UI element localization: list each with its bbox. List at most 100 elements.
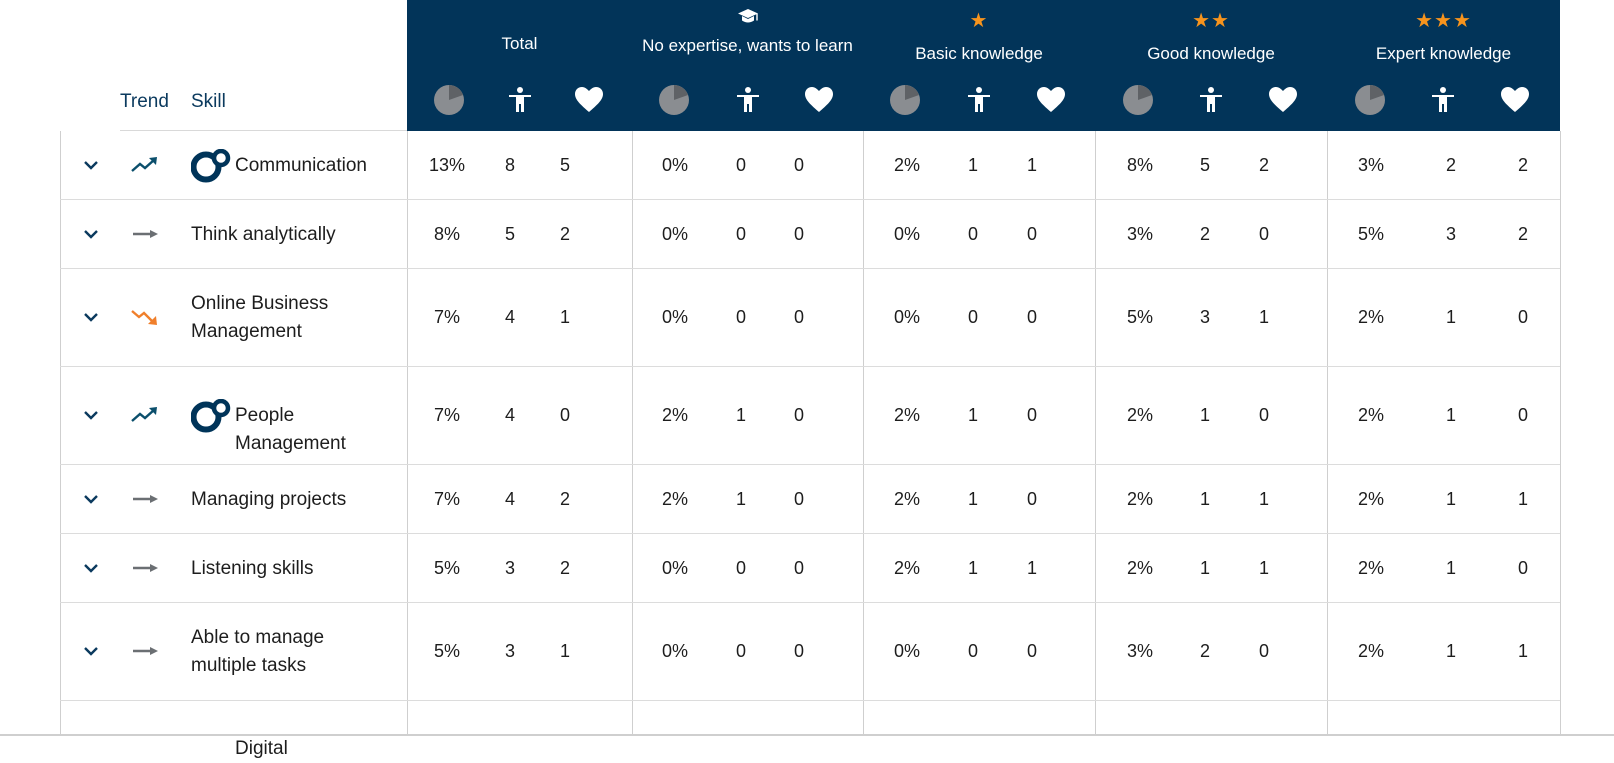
star-icon: ★★ bbox=[1192, 10, 1230, 32]
people-count: 1 bbox=[1445, 405, 1456, 425]
interest-count: 1 bbox=[1026, 557, 1037, 578]
skill-name[interactable]: Think analytically bbox=[191, 223, 336, 245]
percent-value: 0% bbox=[893, 307, 920, 327]
expand-chevron-icon[interactable] bbox=[82, 156, 100, 174]
expand-chevron-icon[interactable] bbox=[82, 225, 100, 243]
pie-chart-icon[interactable] bbox=[1354, 84, 1386, 116]
heart-icon[interactable] bbox=[1035, 84, 1067, 116]
table-row[interactable]: People Management 7% 4 0 2% 1 0 2% 1 0 2% 1 0 2% 1 0 bbox=[60, 367, 1560, 465]
pie-chart-icon[interactable] bbox=[1122, 84, 1154, 116]
header-group-good-knowledge: ★★ Good knowledge bbox=[1095, 0, 1328, 131]
skill-name[interactable]: Able to manage multiple tasks bbox=[191, 627, 325, 676]
people-count: 1 bbox=[1445, 557, 1456, 578]
percent-value: 3% bbox=[1126, 641, 1153, 661]
interest-count: 1 bbox=[1258, 488, 1269, 509]
skill-name[interactable]: Communication bbox=[235, 154, 367, 176]
percent-value: 2% bbox=[1126, 488, 1153, 509]
person-icon[interactable] bbox=[732, 84, 764, 116]
header-divider bbox=[120, 130, 407, 131]
group-title: Good knowledge bbox=[1147, 44, 1275, 63]
trend-flat-icon bbox=[130, 489, 160, 509]
people-count: 2 bbox=[1199, 223, 1210, 244]
company-logo-icon bbox=[190, 148, 231, 183]
column-divider bbox=[1560, 131, 1561, 736]
heart-icon[interactable] bbox=[803, 84, 835, 116]
table-row[interactable]: Able to manage multiple tasks 5% 3 1 0% 0 0 0% 0… bbox=[60, 603, 1560, 701]
interest-count: 0 bbox=[1026, 641, 1037, 661]
pie-chart-icon[interactable] bbox=[889, 84, 921, 116]
expand-chevron-icon[interactable] bbox=[82, 559, 100, 577]
trend-up-icon bbox=[130, 405, 160, 425]
heart-icon[interactable] bbox=[1267, 84, 1299, 116]
interest-count: 0 bbox=[1517, 557, 1528, 578]
interest-count: 2 bbox=[559, 223, 570, 244]
expand-chevron-icon[interactable] bbox=[82, 490, 100, 508]
percent-value: 0% bbox=[661, 557, 688, 578]
people-count: 1 bbox=[735, 488, 746, 509]
skill-name[interactable]: Listening skills bbox=[191, 557, 314, 579]
table-row[interactable]: Digital bbox=[60, 701, 1560, 760]
people-count: 1 bbox=[1445, 307, 1456, 327]
people-count: 8 bbox=[504, 154, 515, 175]
sub-column-icons bbox=[1095, 84, 1327, 116]
expand-chevron-icon[interactable] bbox=[82, 642, 100, 660]
percent-value: 8% bbox=[1126, 154, 1153, 175]
table-row[interactable]: Think analytically 8% 5 2 0% 0 0 0% 0 0 3% 2 0 5% 3 2 bbox=[60, 200, 1560, 269]
table-row[interactable]: Online Business Management 7% 4 1 0% 0 0 0% 0 0 5%… bbox=[60, 269, 1560, 367]
people-count: 4 bbox=[504, 405, 515, 425]
people-count: 0 bbox=[735, 307, 746, 327]
expand-chevron-icon[interactable] bbox=[82, 308, 100, 326]
interest-count: 1 bbox=[559, 307, 570, 327]
skill-column-header[interactable]: Skill bbox=[191, 91, 226, 112]
table-row[interactable]: Communication 13% 8 5 0% 0 0 2% 1 1 8% 5 2 3% 2 2 bbox=[60, 131, 1560, 200]
percent-value: 2% bbox=[661, 488, 688, 509]
interest-count: 0 bbox=[793, 488, 804, 509]
trend-flat-icon bbox=[130, 641, 160, 661]
heart-icon[interactable] bbox=[573, 84, 605, 116]
interest-count: 0 bbox=[1026, 223, 1037, 244]
star-icon: ★★★ bbox=[1415, 10, 1472, 32]
expand-chevron-icon[interactable] bbox=[82, 406, 100, 424]
interest-count: 1 bbox=[1258, 307, 1269, 327]
people-count: 1 bbox=[1199, 557, 1210, 578]
percent-value: 2% bbox=[1126, 405, 1153, 425]
percent-value: 0% bbox=[661, 154, 688, 175]
person-icon[interactable] bbox=[963, 84, 995, 116]
sub-column-icons bbox=[632, 84, 863, 116]
group-title: Expert knowledge bbox=[1375, 44, 1512, 63]
skill-name[interactable]: People Management bbox=[235, 405, 346, 454]
percent-value: 3% bbox=[1357, 154, 1384, 175]
percent-value: 2% bbox=[1126, 557, 1153, 578]
viewport-bottom-edge bbox=[0, 734, 1614, 736]
percent-value: 3% bbox=[1126, 223, 1153, 244]
percent-value: 2% bbox=[893, 557, 920, 578]
trend-column-header[interactable]: Trend bbox=[120, 91, 169, 112]
column-divider bbox=[863, 131, 864, 736]
person-icon[interactable] bbox=[1195, 84, 1227, 116]
interest-count: 2 bbox=[1517, 223, 1528, 244]
people-count: 5 bbox=[504, 223, 515, 244]
person-icon[interactable] bbox=[1427, 84, 1459, 116]
interest-count: 0 bbox=[559, 405, 570, 425]
pie-chart-icon[interactable] bbox=[433, 84, 465, 116]
percent-value: 2% bbox=[893, 154, 920, 175]
header-group-total: Total bbox=[407, 0, 633, 131]
people-count: 3 bbox=[504, 557, 515, 578]
percent-value: 7% bbox=[433, 307, 460, 327]
table-row[interactable]: Managing projects 7% 4 2 2% 1 0 2% 1 0 2% 1 1 2% 1 1 bbox=[60, 465, 1560, 534]
heart-icon[interactable] bbox=[1499, 84, 1531, 116]
percent-value: 7% bbox=[433, 405, 460, 425]
people-count: 2 bbox=[1445, 154, 1456, 175]
pie-chart-icon[interactable] bbox=[658, 84, 690, 116]
percent-value: 2% bbox=[893, 405, 920, 425]
skill-name[interactable]: Online Business Management bbox=[191, 293, 329, 342]
table-row[interactable]: Listening skills 5% 3 2 0% 0 0 2% 1 1 2% 1 1 2% 1 0 bbox=[60, 534, 1560, 603]
percent-value: 5% bbox=[433, 557, 460, 578]
percent-value: 2% bbox=[1357, 488, 1384, 509]
people-count: 0 bbox=[967, 223, 978, 244]
percent-value: 5% bbox=[1357, 223, 1384, 244]
skill-name[interactable]: Managing projects bbox=[191, 488, 347, 510]
percent-value: 2% bbox=[1357, 405, 1384, 425]
person-icon[interactable] bbox=[504, 84, 536, 116]
skill-name[interactable]: Digital bbox=[235, 738, 288, 759]
